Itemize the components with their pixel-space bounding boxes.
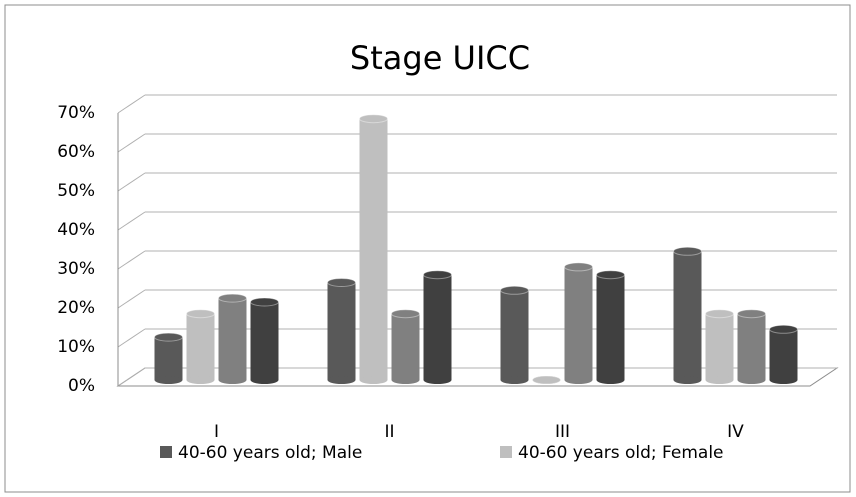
- y-tick-label: 60%: [57, 142, 95, 162]
- grid-line-side: [117, 328, 146, 348]
- bar-base: [737, 376, 766, 384]
- bar-base: [423, 376, 452, 384]
- x-tick-label: II: [384, 422, 394, 442]
- legend-swatch: [160, 446, 172, 458]
- bar-top: [327, 278, 356, 287]
- y-tick-label: 30%: [57, 259, 95, 279]
- bar-base: [705, 376, 734, 384]
- legend-label: 40-60 years old; Male: [178, 443, 362, 463]
- y-tick-label: 0%: [68, 376, 95, 396]
- chart-border: [4, 4, 851, 493]
- y-tick-label: 10%: [57, 337, 95, 357]
- bar-base: [564, 376, 593, 384]
- bar-top: [564, 262, 593, 272]
- grid-line-side: [117, 94, 146, 114]
- bar-top: [596, 270, 625, 280]
- bar-top: [769, 324, 798, 334]
- bar-top: [391, 309, 420, 319]
- bar-base: [154, 376, 183, 384]
- grid-line-side: [117, 367, 146, 387]
- bar-base: [500, 376, 529, 384]
- x-tick-label: IV: [727, 422, 744, 442]
- bar-top: [359, 114, 388, 124]
- grid-line-side: [117, 289, 146, 309]
- grid-line-side: [117, 250, 146, 270]
- legend-swatch: [500, 446, 512, 458]
- chart-title: Stage UICC: [350, 39, 530, 77]
- grid-line-side: [117, 211, 146, 231]
- bar-base: [596, 376, 625, 384]
- bar: [769, 329, 798, 380]
- bar-top: [250, 297, 279, 307]
- bar: [500, 290, 529, 380]
- bar-base: [250, 376, 279, 384]
- bar-top: [218, 293, 247, 303]
- bar-base: [673, 376, 702, 384]
- bar: [218, 298, 247, 380]
- y-tick-label: 70%: [57, 103, 95, 123]
- bar-base: [186, 376, 215, 384]
- y-tick-label: 40%: [57, 220, 95, 240]
- grid-line-side: [117, 133, 146, 153]
- bar-base: [359, 376, 388, 384]
- bar-base: [218, 376, 247, 384]
- bar: [250, 302, 279, 380]
- bar-top: [532, 375, 561, 385]
- bar: [596, 274, 625, 380]
- bar: [564, 266, 593, 380]
- bar-top: [673, 246, 702, 256]
- bar: [705, 313, 734, 380]
- bar-base: [391, 376, 420, 384]
- bar-top: [154, 332, 183, 342]
- bar: [673, 251, 702, 380]
- bar: [391, 313, 420, 380]
- x-tick-label: III: [555, 422, 570, 442]
- bar: [154, 337, 183, 380]
- bar-top: [500, 285, 529, 295]
- y-tick-label: 20%: [57, 298, 95, 318]
- bar-top: [737, 309, 766, 319]
- bar: [737, 313, 766, 380]
- bar-top: [423, 270, 452, 280]
- bar-top: [705, 309, 734, 319]
- bar-base: [327, 376, 356, 384]
- bar: [186, 313, 215, 380]
- bar-base: [769, 376, 798, 384]
- bar: [423, 274, 452, 380]
- grid-line-side: [117, 172, 146, 192]
- x-tick-label: I: [214, 422, 219, 442]
- bar-top: [186, 309, 215, 319]
- legend-label: 40-60 years old; Female: [518, 443, 724, 463]
- bar: [359, 118, 388, 380]
- bar: [327, 282, 356, 380]
- y-tick-label: 50%: [57, 181, 95, 201]
